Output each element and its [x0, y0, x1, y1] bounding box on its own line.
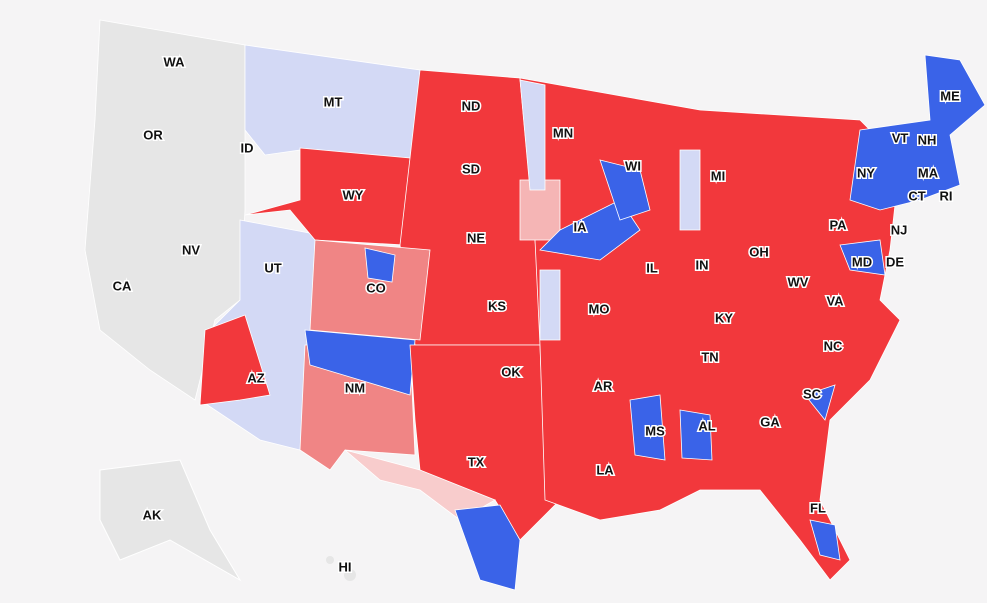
state-label: SC — [803, 386, 822, 401]
state-label: AK — [143, 507, 162, 522]
state-label: RI — [940, 188, 953, 203]
state-label: AL — [698, 418, 715, 433]
state-label: IA — [574, 219, 588, 234]
state-label: OR — [143, 127, 163, 142]
state-label: KS — [488, 298, 506, 313]
state-label: ND — [462, 98, 481, 113]
state-label: DE — [886, 254, 904, 269]
state-label: VA — [826, 293, 844, 308]
state-label: KY — [715, 310, 733, 325]
state-label: TN — [701, 349, 718, 364]
state-label: CA — [113, 278, 132, 293]
state-label: ID — [241, 140, 254, 155]
state-label: MI — [711, 168, 725, 183]
map-shapes — [84, 19, 986, 591]
state-label: NH — [918, 132, 937, 147]
state-label: MT — [324, 94, 343, 109]
state-label: WI — [625, 158, 641, 173]
state-label: NM — [345, 380, 365, 395]
state-label: GA — [760, 414, 780, 429]
state-labels: WA OR ID MT ND SD WY MN WI MI NY VT NH ME MA CT RI PA NJ IA… — [111, 53, 961, 576]
state-label: TX — [468, 454, 485, 469]
state-label: MN — [553, 125, 573, 140]
state-label: CT — [908, 188, 925, 203]
state-label: WA — [164, 54, 186, 69]
state-label: WY — [343, 187, 364, 202]
state-label: NC — [824, 338, 843, 353]
state-label: OK — [501, 364, 521, 379]
state-label: HI — [339, 559, 352, 574]
state-label: NV — [182, 242, 200, 257]
state-label: AZ — [247, 370, 264, 385]
state-label: AR — [594, 378, 613, 393]
state-label: WV — [788, 274, 809, 289]
state-label: NE — [467, 230, 485, 245]
state-label: UT — [264, 260, 281, 275]
state-label: NY — [857, 165, 875, 180]
state-label: CO — [366, 280, 386, 295]
state-label: IN — [696, 257, 709, 272]
state-label: VT — [892, 130, 909, 145]
state-label: MO — [589, 301, 610, 316]
state-label: NJ — [891, 222, 908, 237]
state-label: MD — [852, 254, 872, 269]
state-label: SD — [462, 161, 480, 176]
state-label: FL — [810, 500, 826, 515]
state-label: PA — [829, 217, 847, 232]
state-label: LA — [596, 462, 614, 477]
state-label: OH — [749, 244, 769, 259]
state-label: ME — [940, 88, 960, 103]
state-label: IL — [646, 260, 658, 275]
state-label: MS — [645, 423, 665, 438]
state-label: MA — [918, 165, 939, 180]
